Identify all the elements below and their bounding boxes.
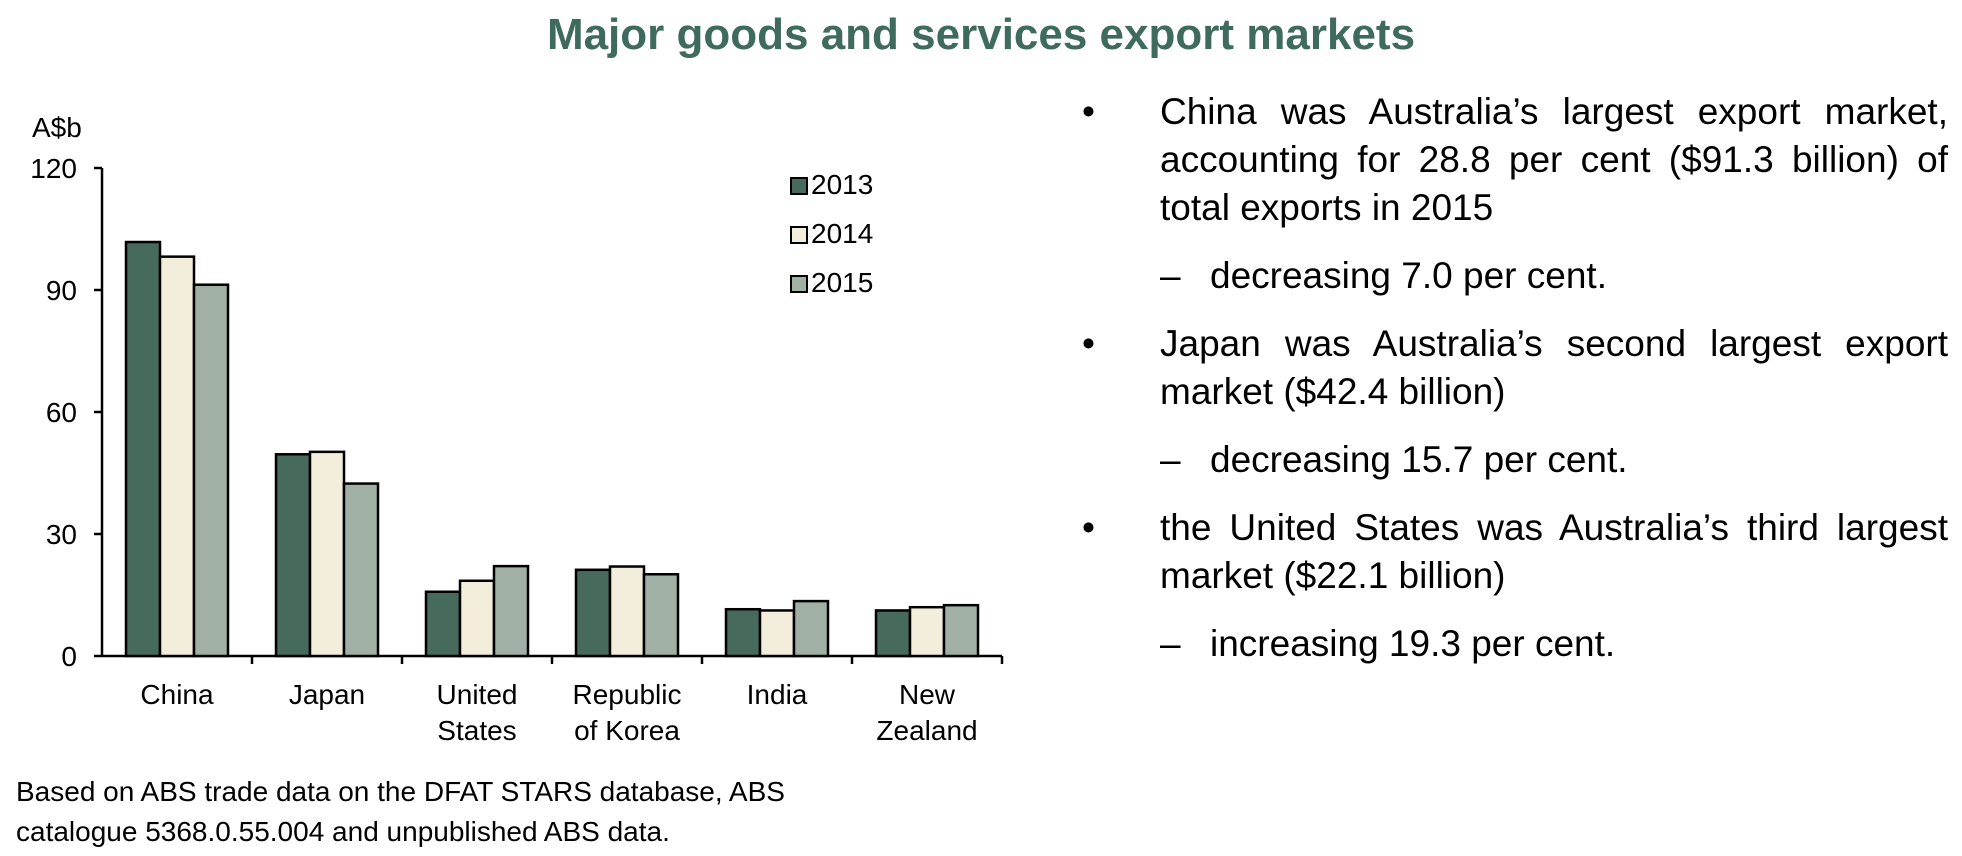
dash-icon: – bbox=[1160, 623, 1181, 664]
y-tick-label: 90 bbox=[46, 275, 77, 306]
bar-2013 bbox=[274, 453, 312, 658]
bar-2014 bbox=[158, 255, 196, 658]
bar-2015 bbox=[792, 599, 830, 658]
page-title: Major goods and services export markets bbox=[546, 10, 1416, 59]
bullet-icon: • bbox=[1082, 91, 1095, 132]
bullet-icon: • bbox=[1082, 323, 1095, 364]
bar-2014 bbox=[758, 609, 796, 658]
x-tick-label: India bbox=[747, 679, 808, 710]
bullet-icon: • bbox=[1082, 507, 1095, 548]
x-tick-label: China bbox=[140, 679, 214, 710]
bullet-text: Japan was Australia’s second largest exp… bbox=[1160, 323, 1948, 412]
bar-2014 bbox=[608, 565, 646, 658]
sub-point-text: increasing 19.3 per cent. bbox=[1210, 623, 1616, 664]
x-tick-label: Zealand bbox=[876, 715, 977, 746]
x-tick-label: United bbox=[437, 679, 518, 710]
bullet-point: • the United States was Australia’s thir… bbox=[1082, 504, 1948, 600]
sub-point: – decreasing 7.0 per cent. bbox=[1082, 252, 1948, 300]
legend-label: 2013 bbox=[811, 169, 873, 200]
x-tick-label: Republic bbox=[573, 679, 682, 710]
y-tick-label: 30 bbox=[46, 519, 77, 550]
bar-2014 bbox=[458, 579, 496, 658]
legend-label: 2015 bbox=[811, 267, 873, 298]
bar-2015 bbox=[192, 283, 230, 658]
bar-2015 bbox=[642, 573, 680, 658]
legend-label: 2014 bbox=[811, 218, 873, 249]
sub-point: – increasing 19.3 per cent. bbox=[1082, 620, 1948, 668]
sub-point-text: decreasing 15.7 per cent. bbox=[1210, 439, 1628, 480]
x-tick-label: Japan bbox=[289, 679, 365, 710]
bar-2013 bbox=[874, 609, 912, 658]
legend-swatch bbox=[790, 177, 808, 195]
bullet-point: • Japan was Australia’s second largest e… bbox=[1082, 320, 1948, 416]
x-tick-label: of Korea bbox=[574, 715, 680, 746]
bar-2013 bbox=[574, 568, 612, 658]
legend-swatch bbox=[790, 226, 808, 244]
source-line: catalogue 5368.0.55.004 and unpublished … bbox=[16, 816, 670, 847]
bar-2014 bbox=[908, 605, 946, 658]
source-line: Based on ABS trade data on the DFAT STAR… bbox=[16, 776, 785, 807]
y-tick-label: 120 bbox=[30, 153, 77, 184]
bar-2013 bbox=[124, 240, 162, 658]
bar-2015 bbox=[492, 564, 530, 658]
bar-2015 bbox=[342, 482, 380, 658]
bar-2015 bbox=[942, 603, 980, 658]
bullet-point: • China was Australia’s largest export m… bbox=[1082, 88, 1948, 232]
sub-point: – decreasing 15.7 per cent. bbox=[1082, 436, 1948, 484]
y-axis-label: A$b bbox=[32, 112, 82, 143]
bar-chart: A$b 0 30 60 90 120 China Japan United States Repub… bbox=[30, 112, 1004, 746]
bullet-text: the United States was Australia’s third … bbox=[1160, 507, 1948, 596]
source-note: Based on ABS trade data on the DFAT STAR… bbox=[16, 772, 785, 852]
dash-icon: – bbox=[1160, 255, 1181, 296]
x-tick-label: New bbox=[899, 679, 956, 710]
bar-2013 bbox=[724, 607, 762, 658]
dash-icon: – bbox=[1160, 439, 1181, 480]
y-tick-label: 60 bbox=[46, 397, 77, 428]
bar-2014 bbox=[308, 450, 346, 658]
commentary: • China was Australia’s largest export m… bbox=[1082, 88, 1948, 688]
bullet-text: China was Australia’s largest export mar… bbox=[1160, 91, 1948, 228]
legend-swatch bbox=[790, 275, 808, 293]
x-tick-label: States bbox=[437, 715, 516, 746]
y-tick-label: 0 bbox=[61, 641, 77, 672]
bar-2013 bbox=[424, 590, 462, 658]
sub-point-text: decreasing 7.0 per cent. bbox=[1210, 255, 1607, 296]
